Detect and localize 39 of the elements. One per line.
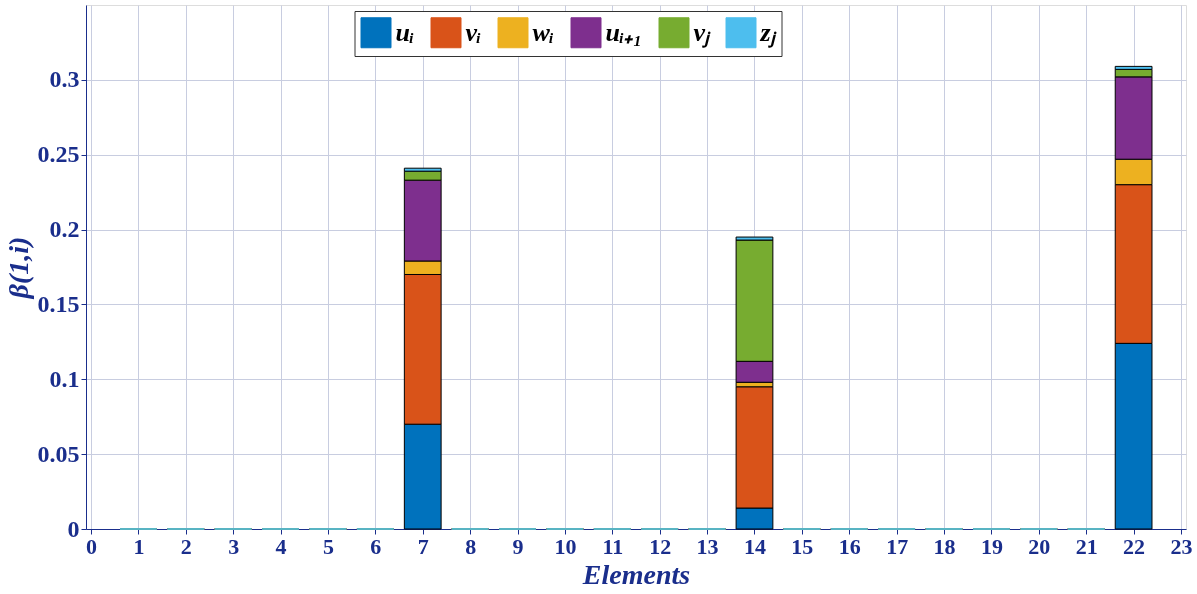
x-tick-label: 5 — [322, 533, 334, 559]
y-tick-label: 0.1 — [49, 365, 80, 392]
y-tick-label: 0.05 — [37, 440, 80, 467]
legend-label: uᵢ₊₁ — [605, 17, 643, 47]
legend-label: vᵢ — [465, 17, 482, 47]
legend-label: vⱼ — [693, 17, 712, 48]
x-tick-label: 9 — [512, 533, 524, 559]
x-tick-label: 0 — [86, 533, 97, 559]
x-tick-label: 17 — [886, 533, 909, 559]
x-tick-label: 16 — [838, 533, 861, 559]
x-tick-label: 15 — [791, 533, 814, 559]
x-tick-label: 8 — [465, 533, 477, 559]
x-tick-label: 4 — [275, 533, 287, 559]
x-axis-title: Elements — [581, 558, 691, 590]
legend-label: wᵢ — [532, 17, 555, 47]
y-tick-label: 0.25 — [37, 141, 80, 168]
x-tick-label: 1 — [133, 533, 145, 559]
x-tick-label: 13 — [696, 533, 719, 559]
x-tick-label: 22 — [1123, 533, 1146, 559]
y-tick-label: 0 — [67, 515, 80, 542]
x-tick-label: 21 — [1075, 533, 1098, 559]
x-tick-label: 10 — [554, 533, 577, 559]
x-tick-label: 23 — [1170, 533, 1193, 559]
x-tick-label: 3 — [228, 533, 240, 559]
x-tick-label: 12 — [649, 533, 672, 559]
x-tick-label: 7 — [417, 533, 429, 559]
legend-label: zⱼ — [759, 17, 777, 48]
x-tick-label: 2 — [180, 533, 192, 559]
y-tick-label: 0.2 — [49, 216, 80, 243]
x-tick-label: 14 — [743, 533, 766, 559]
x-tick-label: 6 — [370, 533, 382, 559]
x-tick-label: 18 — [933, 533, 956, 559]
x-tick-label: 11 — [602, 533, 624, 559]
x-tick-label: 20 — [1028, 533, 1051, 559]
legend-label: uᵢ — [395, 17, 415, 47]
y-axis-title: β(1,i) — [2, 236, 34, 300]
x-tick-label: 19 — [980, 533, 1003, 559]
y-tick-label: 0.3 — [49, 66, 80, 93]
y-tick-label: 0.15 — [37, 290, 80, 317]
